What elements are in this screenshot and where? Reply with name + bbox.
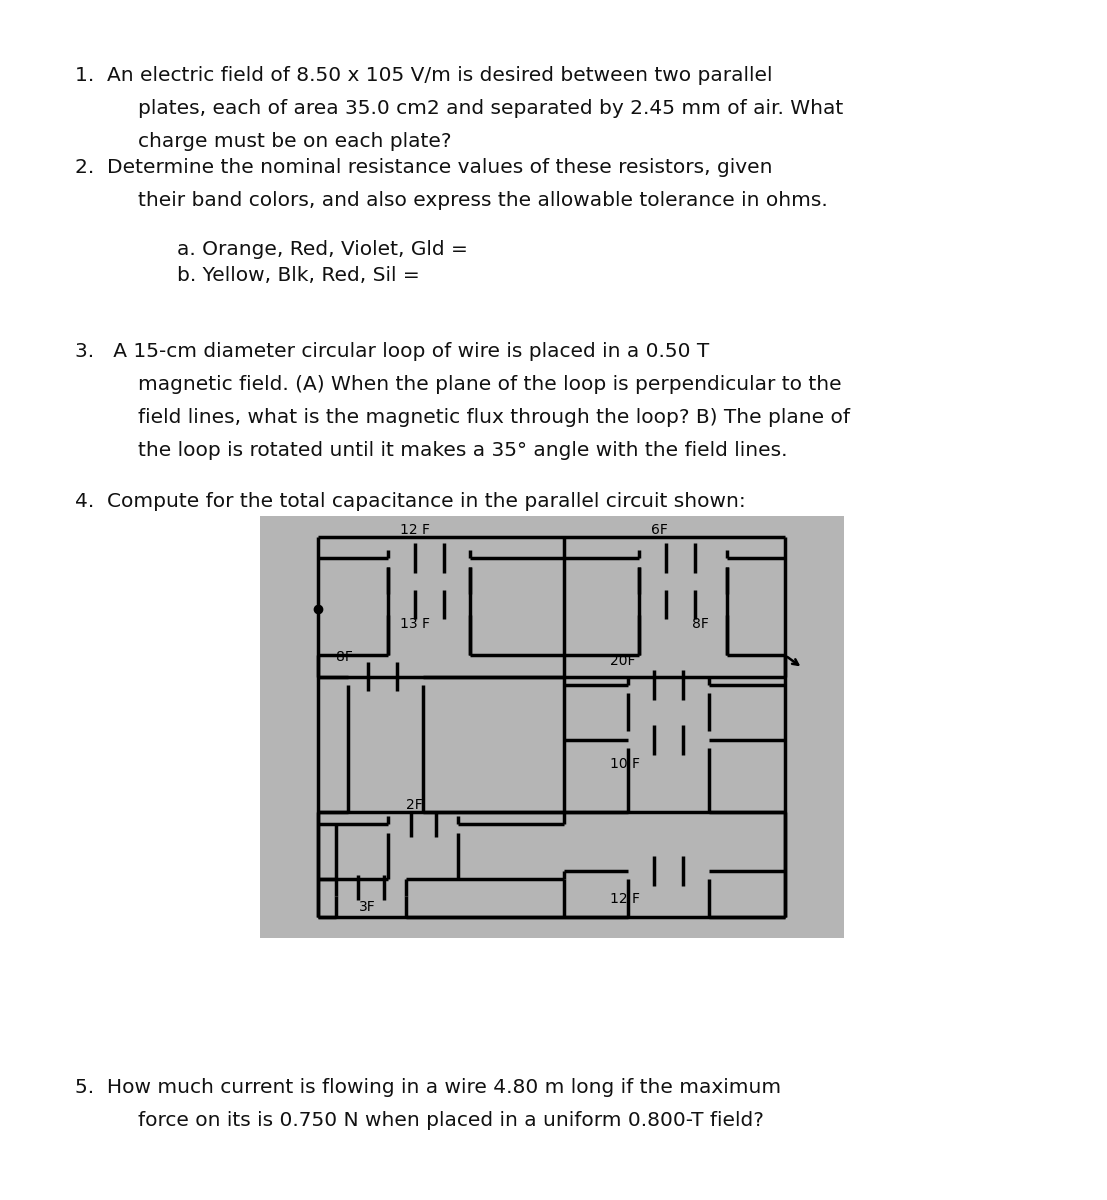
Text: 13 F: 13 F [400,617,431,631]
Text: 12 F: 12 F [400,523,431,538]
Text: b. Yellow, Blk, Red, Sil =: b. Yellow, Blk, Red, Sil = [177,266,420,286]
Text: 2.  Determine the nominal resistance values of these resistors, given: 2. Determine the nominal resistance valu… [75,158,773,178]
Text: charge must be on each plate?: charge must be on each plate? [138,132,452,151]
Text: a. Orange, Red, Violet, Gld =: a. Orange, Red, Violet, Gld = [177,240,468,259]
FancyBboxPatch shape [260,516,844,938]
Text: plates, each of area 35.0 cm2 and separated by 2.45 mm of air. What: plates, each of area 35.0 cm2 and separa… [138,98,844,118]
Text: 12 F: 12 F [610,892,640,906]
Text: 8F: 8F [692,617,708,631]
Text: 5.  How much current is flowing in a wire 4.80 m long if the maximum: 5. How much current is flowing in a wire… [75,1078,782,1097]
Text: 10 F: 10 F [610,757,640,770]
Text: 3F: 3F [360,900,376,914]
Text: 3.   A 15-cm diameter circular loop of wire is placed in a 0.50 T: 3. A 15-cm diameter circular loop of wir… [75,342,710,361]
Text: 8F: 8F [337,650,353,664]
Text: 6F: 6F [651,523,668,538]
Text: 4.  Compute for the total capacitance in the parallel circuit shown:: 4. Compute for the total capacitance in … [75,492,746,511]
Text: force on its is 0.750 N when placed in a uniform 0.800-T field?: force on its is 0.750 N when placed in a… [138,1111,764,1129]
Text: field lines, what is the magnetic flux through the loop? B) The plane of: field lines, what is the magnetic flux t… [138,408,850,427]
Text: their band colors, and also express the allowable tolerance in ohms.: their band colors, and also express the … [138,191,828,210]
Text: the loop is rotated until it makes a 35° angle with the field lines.: the loop is rotated until it makes a 35°… [138,442,788,460]
Text: 20F: 20F [610,654,635,668]
Text: 2F: 2F [406,798,423,811]
Text: magnetic field. (A) When the plane of the loop is perpendicular to the: magnetic field. (A) When the plane of th… [138,374,842,394]
Text: 1.  An electric field of 8.50 x 105 V/m is desired between two parallel: 1. An electric field of 8.50 x 105 V/m i… [75,66,773,85]
